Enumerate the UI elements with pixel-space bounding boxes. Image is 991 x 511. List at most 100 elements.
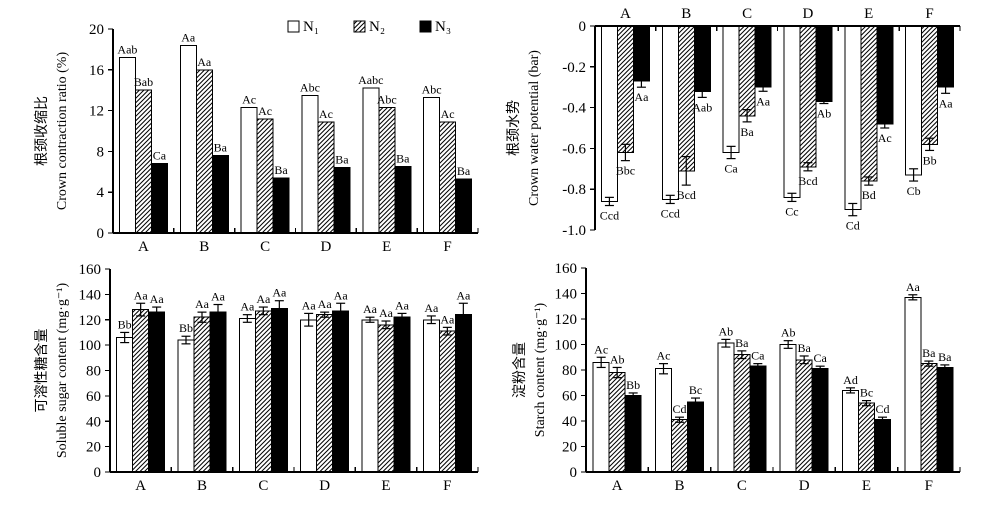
sig-label: Ba [938, 350, 952, 364]
sig-label: Cd [846, 219, 860, 233]
y-tick-label: 20 [86, 440, 101, 456]
y-tick-label: -0.6 [562, 141, 586, 157]
bar-D-3 [815, 25, 833, 102]
sig-label: Ba [214, 140, 228, 154]
y-tick-label: 120 [79, 313, 102, 329]
y-tick-label: 12 [89, 104, 104, 120]
bar-C-2 [254, 310, 272, 473]
sig-label: Ab [817, 107, 832, 121]
bar-A-2 [134, 89, 152, 234]
bar-B-2 [193, 316, 211, 473]
sig-label: Ca [153, 149, 167, 163]
sig-label: Bb [626, 378, 640, 392]
bar-E-3 [876, 25, 894, 125]
legend-label: N₃ [435, 19, 451, 35]
y-axis-title-zh: 淀粉含量 [512, 342, 528, 398]
sig-label: Bab [134, 75, 153, 89]
sig-label: Ca [724, 162, 738, 176]
y-tick-label: 0 [579, 19, 587, 35]
bar-E-2 [377, 324, 395, 473]
sig-label: Aa [363, 302, 378, 316]
sig-label: Ba [274, 163, 288, 177]
x-category-label: B [674, 478, 684, 494]
y-axis-title-zh: 根颈收缩比 [34, 96, 50, 166]
bar-D-2 [795, 359, 813, 473]
sig-label: Aa [906, 280, 921, 294]
bar-D-3 [333, 167, 351, 234]
x-category-label: B [199, 239, 209, 255]
sig-label: Aa [334, 288, 349, 302]
y-axis-title-en: Crown water potential (bar) [527, 50, 542, 206]
x-category-label: F [443, 478, 451, 494]
sig-label: Aa [195, 297, 210, 311]
bars-layer [592, 296, 954, 473]
bar-D-3 [332, 310, 350, 473]
y-tick-label: 8 [97, 144, 105, 160]
bar-B-1 [661, 25, 679, 200]
bar-A-2 [616, 25, 634, 153]
y-tick-label: 60 [86, 389, 101, 405]
bars-layer [116, 307, 472, 473]
y-tick-label: -0.8 [562, 182, 586, 198]
bar-C-3 [754, 25, 772, 88]
sig-label: Ccd [661, 206, 680, 220]
sig-label: Ac [594, 342, 608, 356]
error-bars-layer [596, 294, 950, 423]
sig-label: Aab [692, 100, 712, 114]
bar-D-2 [317, 121, 335, 234]
y-axis-title-en: Crown contraction ratio (%) [55, 52, 70, 211]
y-tick-label: 160 [79, 262, 102, 278]
sig-label: Aa [211, 290, 226, 304]
bar-C-3 [749, 365, 767, 473]
x-category-label: D [320, 239, 331, 255]
bar-A-3 [150, 163, 168, 234]
legend-label: N₁ [303, 19, 319, 35]
bar-E-3 [393, 316, 411, 473]
bar-B-2 [671, 419, 688, 473]
legend-swatch-hatch [353, 20, 366, 33]
y-tick-label: 100 [79, 338, 102, 354]
y-tick-label: 4 [97, 185, 105, 201]
sig-label: Cd [875, 402, 889, 416]
sig-label: Ac [878, 131, 892, 145]
bars-layer [118, 44, 473, 234]
bar-E-2 [378, 107, 396, 234]
y-axis-title-zh: 可溶性糖含量 [34, 329, 50, 413]
bar-C-3 [272, 177, 290, 234]
sig-label: Aa [197, 55, 212, 69]
sig-label: Ac [319, 107, 333, 121]
bar-E-1 [361, 319, 379, 473]
bar-D-2 [316, 314, 334, 473]
sig-label: Aa [424, 301, 439, 315]
bar-C-1 [717, 342, 735, 473]
bar-F-2 [439, 121, 457, 234]
x-category-label: E [382, 239, 391, 255]
y-axis-title-en: Soluble sugar content (mg·g⁻¹) [55, 283, 70, 459]
axes-layer [590, 25, 961, 231]
y-tick-label: 40 [86, 414, 101, 430]
bar-D-1 [779, 344, 797, 473]
labels-layer: Ccd Ccd Ca Cc Cd Cb Bbc Bcd Ba Bcd Bd Bb Aa Aab Aa Ab Ac… [506, 6, 953, 239]
bar-F-1 [422, 319, 440, 473]
sig-label: Bc [689, 383, 702, 397]
x-category-label: C [260, 239, 270, 255]
bar-F-2 [438, 330, 456, 473]
axes-layer [105, 268, 479, 473]
bar-B-2 [195, 69, 213, 234]
bar-B-1 [179, 44, 197, 234]
bar-E-2 [860, 25, 878, 182]
x-category-label: B [197, 478, 207, 494]
sig-label: Aa [256, 292, 271, 306]
sig-label: Aa [134, 288, 149, 302]
bar-F-3 [455, 178, 473, 234]
sig-label: Ab [781, 326, 796, 340]
sig-label: Bc [860, 386, 873, 400]
y-tick-label: -0.4 [562, 101, 586, 117]
x-category-label: F [925, 478, 933, 494]
sig-label: Ca [813, 351, 827, 365]
sig-label: Aa [456, 288, 471, 302]
y-tick-label: 0 [94, 465, 102, 481]
